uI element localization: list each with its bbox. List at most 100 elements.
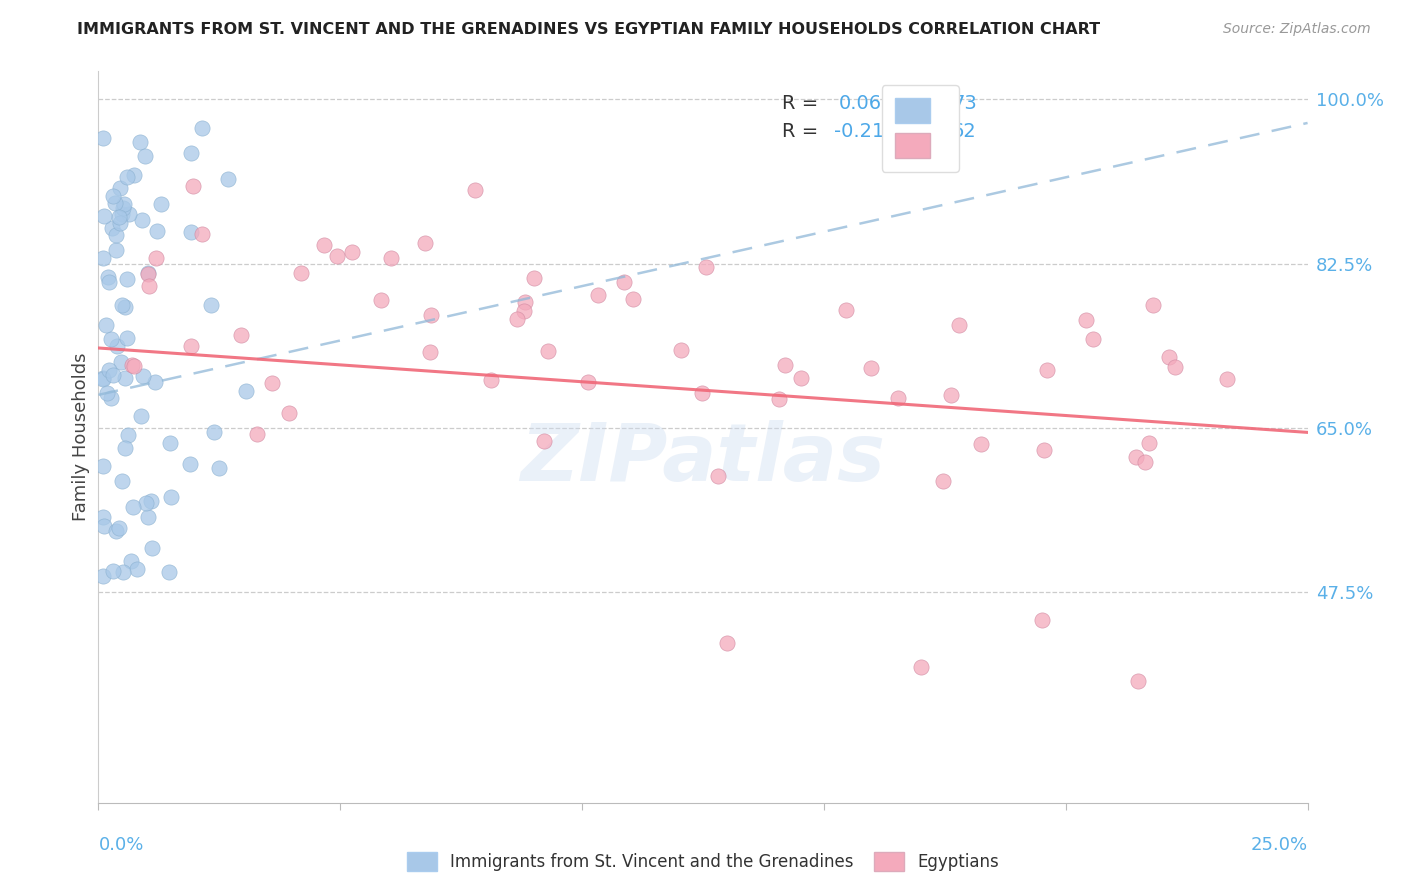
Point: [114, 301, 136, 315]
Point: [118, 207, 141, 221]
Point: [157, 565, 180, 579]
Point: [200, 298, 222, 312]
Point: [948, 318, 970, 332]
Point: [970, 437, 993, 451]
Point: [370, 293, 392, 308]
Point: [235, 384, 257, 398]
Point: [138, 267, 160, 281]
Point: [136, 266, 159, 280]
Point: [101, 189, 124, 203]
Point: [1032, 442, 1054, 457]
Point: [97, 270, 120, 285]
Point: [135, 496, 157, 510]
Point: [886, 391, 908, 405]
Point: [132, 369, 155, 384]
Point: [114, 441, 136, 455]
Point: [139, 494, 162, 508]
Point: [695, 260, 717, 275]
Point: [97, 275, 120, 289]
Text: Source: ZipAtlas.com: Source: ZipAtlas.com: [1223, 22, 1371, 37]
Point: [105, 243, 128, 257]
Point: [1031, 613, 1053, 627]
Point: [115, 331, 138, 345]
Point: [1128, 673, 1150, 688]
Point: [138, 278, 160, 293]
Point: [217, 171, 239, 186]
Point: [127, 562, 149, 576]
Point: [105, 339, 128, 353]
Point: [179, 457, 201, 471]
Point: [1035, 363, 1057, 377]
Point: [145, 251, 167, 265]
Point: [690, 386, 713, 401]
Legend: Immigrants from St. Vincent and the Grenadines, Egyptians: Immigrants from St. Vincent and the Gren…: [399, 843, 1007, 880]
Point: [150, 197, 173, 211]
Point: [91, 569, 114, 583]
Point: [124, 359, 146, 374]
Point: [100, 332, 122, 346]
Point: [180, 339, 202, 353]
Text: R =: R =: [782, 94, 824, 113]
Point: [97, 363, 120, 377]
Point: [122, 500, 145, 515]
Point: [114, 371, 136, 385]
Point: [290, 266, 312, 280]
Text: 62: 62: [952, 122, 977, 141]
Point: [94, 318, 117, 332]
Point: [101, 564, 124, 578]
Text: 25.0%: 25.0%: [1250, 836, 1308, 854]
Point: [513, 295, 536, 310]
Point: [464, 183, 486, 197]
Point: [134, 149, 156, 163]
Point: [91, 371, 114, 385]
Point: [110, 355, 132, 369]
Point: [1142, 298, 1164, 312]
Point: [105, 227, 128, 242]
Text: 0.0%: 0.0%: [98, 836, 143, 854]
Point: [835, 303, 858, 318]
Point: [100, 392, 122, 406]
Point: [101, 368, 124, 382]
Point: [533, 434, 555, 448]
Y-axis label: Family Households: Family Households: [72, 353, 90, 521]
Point: [790, 370, 813, 384]
Point: [1164, 360, 1187, 375]
Text: -0.215: -0.215: [834, 122, 897, 141]
Point: [1216, 372, 1239, 386]
Point: [128, 136, 150, 150]
Point: [108, 181, 131, 195]
Point: [131, 213, 153, 227]
Point: [111, 201, 134, 215]
Point: [111, 297, 134, 311]
Point: [204, 425, 226, 439]
Point: [160, 491, 183, 505]
Point: [208, 460, 231, 475]
Point: [1157, 350, 1180, 364]
Point: [314, 238, 336, 252]
Point: [191, 120, 214, 135]
Point: [104, 196, 127, 211]
Point: [586, 288, 609, 302]
Point: [506, 311, 529, 326]
Point: [773, 358, 796, 372]
Point: [91, 251, 114, 265]
Point: [669, 343, 692, 357]
Point: [108, 521, 131, 535]
Point: [93, 209, 115, 223]
Point: [621, 292, 644, 306]
Point: [129, 409, 152, 424]
Text: 0.062: 0.062: [838, 94, 894, 113]
Point: [146, 224, 169, 238]
Point: [326, 249, 349, 263]
Point: [105, 524, 128, 538]
Text: ZIPatlas: ZIPatlas: [520, 420, 886, 498]
Point: [108, 216, 131, 230]
Point: [1125, 450, 1147, 464]
Text: N =: N =: [911, 94, 955, 113]
Text: N =: N =: [911, 122, 955, 141]
Point: [513, 304, 536, 318]
Point: [277, 405, 299, 419]
Point: [141, 541, 163, 555]
Text: IMMIGRANTS FROM ST. VINCENT AND THE GRENADINES VS EGYPTIAN FAMILY HOUSEHOLDS COR: IMMIGRANTS FROM ST. VINCENT AND THE GREN…: [77, 22, 1101, 37]
Point: [191, 227, 214, 241]
